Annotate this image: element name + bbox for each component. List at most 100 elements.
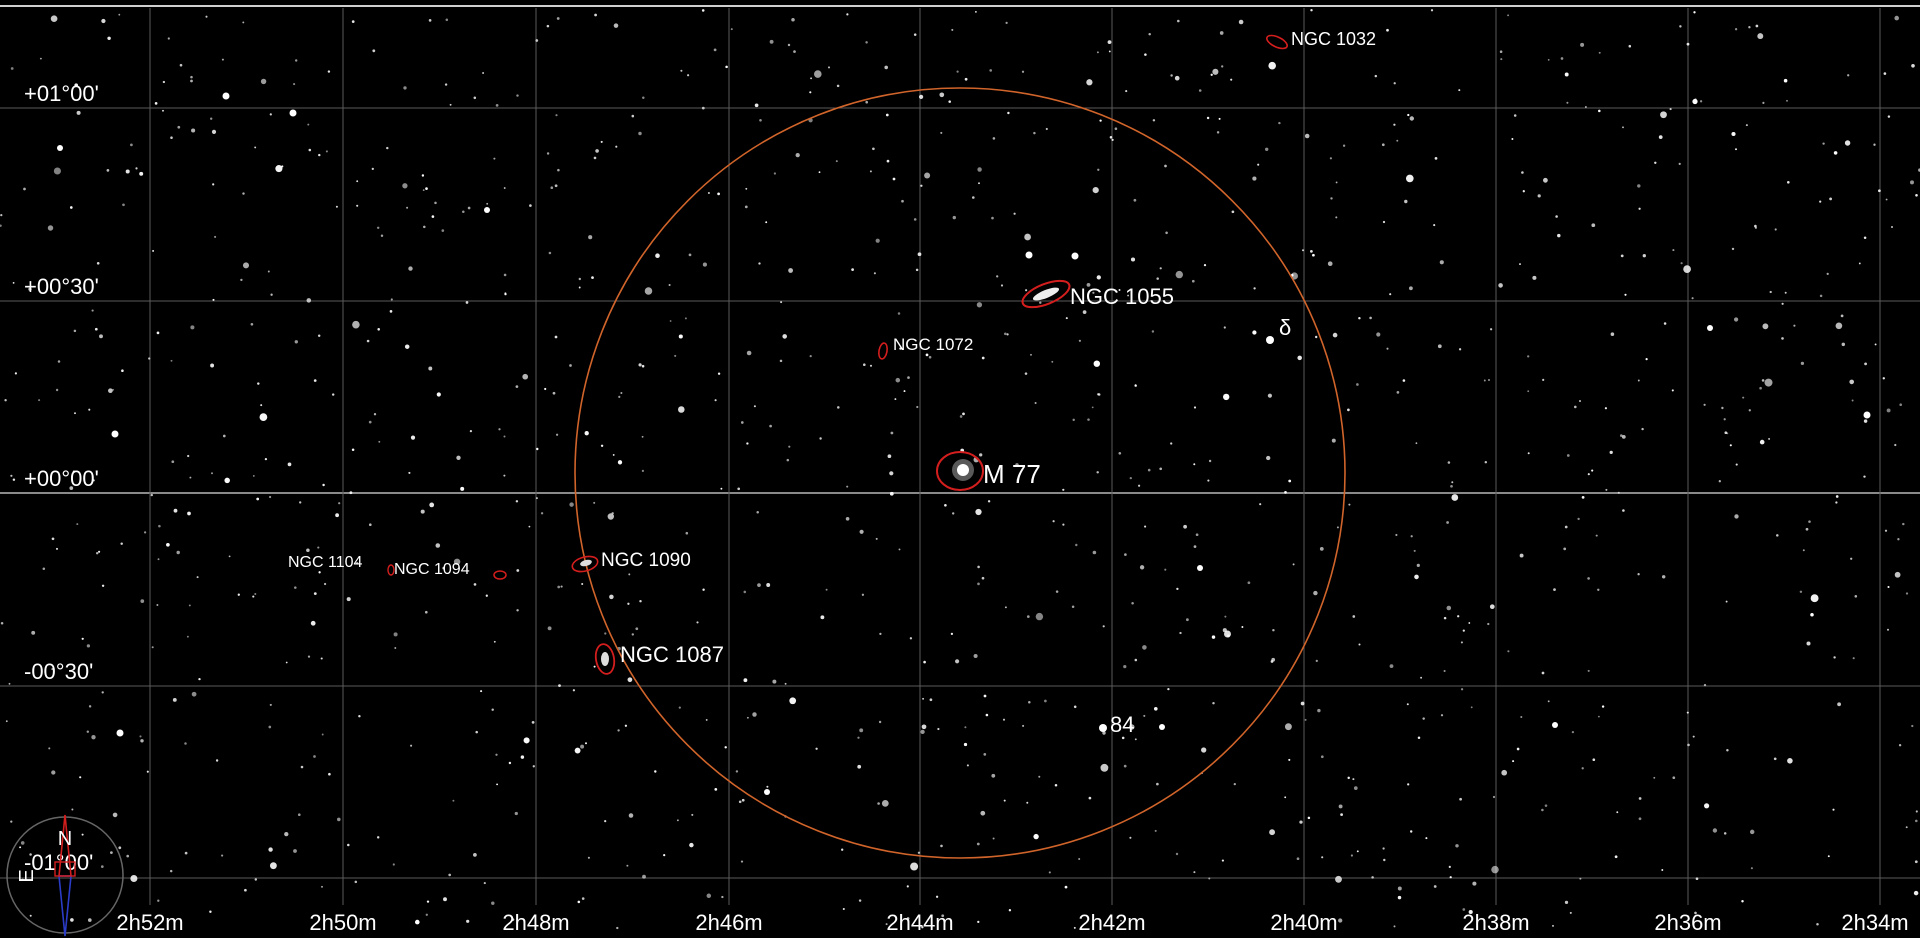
star (1587, 669, 1590, 672)
star (503, 435, 506, 438)
dec-label: +01°00' (24, 81, 99, 106)
star (368, 420, 372, 424)
label-ngc1072[interactable]: NGC 1072 (893, 335, 973, 354)
star (356, 180, 359, 183)
star (1776, 534, 1779, 537)
star (425, 913, 428, 916)
star (1193, 545, 1197, 548)
fov-circle[interactable] (574, 87, 1346, 859)
object-marker-ngc1055[interactable] (1019, 275, 1073, 312)
object-marker-ngc1072[interactable] (878, 342, 889, 360)
star (977, 167, 982, 172)
star (1292, 563, 1295, 566)
star (460, 486, 465, 491)
star (889, 471, 894, 476)
star (1622, 126, 1624, 129)
label-ngc1055[interactable]: NGC 1055 (1070, 284, 1174, 309)
star (76, 110, 81, 115)
star (1663, 322, 1667, 325)
dec-label: +00°00' (24, 466, 99, 491)
star (1579, 400, 1581, 402)
star (1335, 875, 1342, 883)
star (1768, 437, 1771, 440)
star (585, 742, 587, 745)
star (172, 697, 177, 702)
star (257, 382, 260, 385)
star (299, 501, 302, 504)
star (827, 66, 831, 69)
star (1498, 283, 1503, 288)
object-marker-ngc1087[interactable] (594, 643, 617, 676)
star (769, 424, 772, 428)
star-label-84[interactable]: 84 (1110, 712, 1134, 737)
star (1383, 858, 1386, 862)
star (1045, 127, 1048, 131)
compass-rose[interactable]: N E (6, 814, 124, 937)
star (1844, 140, 1851, 146)
star (795, 152, 800, 158)
star (1272, 628, 1275, 632)
star (959, 415, 963, 418)
star (1179, 631, 1182, 635)
star (759, 119, 762, 122)
star (1310, 250, 1313, 253)
star (1300, 701, 1305, 706)
star (1884, 529, 1888, 532)
object-marker-ngc1090[interactable] (571, 554, 600, 574)
object-marker-ngc1094[interactable] (493, 570, 507, 580)
label-ngc1104[interactable]: NGC 1104 (288, 554, 363, 571)
label-ngc1094[interactable]: NGC 1094 (394, 561, 470, 578)
star (992, 837, 995, 840)
star (1654, 161, 1657, 164)
star (504, 293, 507, 296)
star (1099, 119, 1102, 122)
star (1849, 379, 1855, 385)
star (1489, 604, 1495, 610)
star (593, 665, 596, 668)
star (1581, 767, 1584, 770)
star (442, 566, 445, 570)
label-ngc1032[interactable]: NGC 1032 (1291, 29, 1376, 49)
star (1735, 463, 1738, 466)
star (600, 140, 603, 143)
star (483, 882, 486, 885)
star (1358, 316, 1361, 320)
star (678, 706, 681, 709)
star (373, 413, 377, 416)
star (1560, 57, 1564, 60)
star-label-delta[interactable]: δ (1279, 315, 1291, 340)
star (1511, 138, 1514, 140)
star (1458, 89, 1461, 92)
star (1905, 592, 1909, 595)
star (259, 413, 268, 421)
star (963, 742, 968, 747)
star (1521, 171, 1524, 174)
star (809, 354, 812, 358)
star (1021, 70, 1025, 73)
star (1484, 460, 1488, 464)
star (1033, 131, 1036, 135)
object-marker-m77[interactable] (936, 451, 984, 491)
star (1492, 795, 1496, 799)
label-ngc1090[interactable]: NGC 1090 (601, 550, 691, 571)
star (1577, 517, 1580, 521)
bright-star (1266, 336, 1274, 344)
label-ngc1087[interactable]: NGC 1087 (620, 642, 724, 667)
star (1587, 473, 1590, 476)
star (1414, 574, 1419, 580)
label-m77[interactable]: M 77 (983, 459, 1041, 489)
star (696, 621, 699, 624)
star (1091, 406, 1094, 409)
star (1579, 877, 1582, 880)
bright-star (1071, 252, 1079, 260)
star (421, 174, 425, 177)
star (1278, 121, 1281, 125)
star (1591, 223, 1596, 228)
star (318, 571, 321, 574)
object-marker-ngc1104[interactable] (387, 564, 395, 576)
star (250, 322, 254, 326)
star (819, 437, 822, 440)
star (1527, 390, 1530, 393)
object-marker-ngc1032[interactable] (1265, 33, 1289, 51)
